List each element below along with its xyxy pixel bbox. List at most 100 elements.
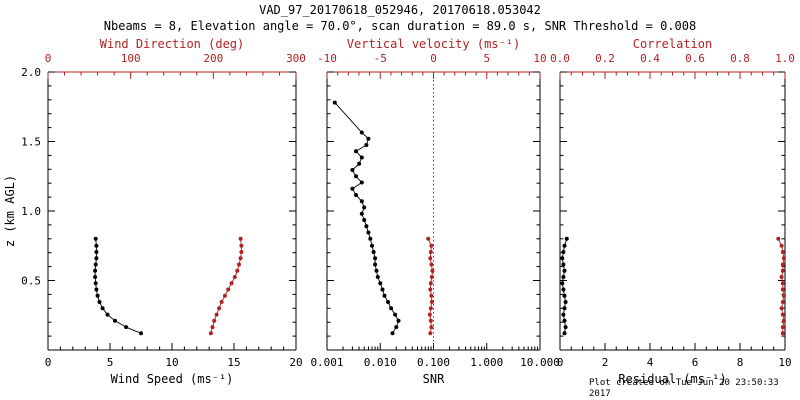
wind-direction-marker: [219, 300, 224, 304]
top-tick-label: 0.4: [640, 52, 660, 65]
top-tick-label: 1.0: [775, 52, 795, 65]
top-tick-label: 0.0: [550, 52, 570, 65]
panel-snr: 0.001 0.010 0.100 1.000 10.000 SNR -10 -5 0 5 10 Ve…: [310, 37, 559, 386]
snr-marker: [362, 218, 367, 222]
correlation-marker: [780, 268, 785, 273]
snr-marker: [359, 199, 364, 204]
wind-direction-marker: [212, 318, 217, 323]
wind-direction-marker: [208, 331, 213, 336]
snr-marker: [390, 331, 395, 336]
correlation-marker: [776, 236, 781, 241]
snr-marker: [362, 205, 367, 210]
snr-marker: [380, 287, 385, 292]
wind-direction-marker: [235, 268, 240, 273]
wind-speed-marker: [113, 318, 117, 323]
wind-direction-marker: [239, 250, 244, 254]
wind-direction-line: [210, 238, 242, 334]
wind-speed-marker: [94, 250, 99, 254]
vertical-velocity-marker: [428, 250, 433, 254]
creation-timestamp: Plot created on Tue Jun 20 23:50:33 2017: [589, 378, 779, 399]
wind-speed-marker: [139, 331, 143, 336]
wind-speed-marker: [97, 300, 102, 304]
snr-marker: [389, 306, 394, 311]
snr-line: [334, 102, 399, 334]
series-residual: [560, 236, 569, 336]
panel-residual: 0 2 4 6 8 10 Residual (ms⁻¹) 0.0 0.2 0.4 0.6 0.8 1.0…: [550, 37, 795, 386]
top-tick-label: 0: [45, 52, 52, 65]
snr-marker: [366, 136, 371, 141]
vertical-velocity-marker: [428, 318, 433, 323]
correlation-line: [777, 238, 785, 334]
correlation-marker: [780, 331, 785, 336]
residual-marker: [563, 325, 568, 330]
vertical-velocity-marker: [429, 262, 434, 267]
x-tick-label: 0: [45, 356, 52, 369]
x-tick-label: 1.000: [470, 356, 503, 369]
wind-speed-line: [94, 238, 142, 334]
residual-marker: [562, 243, 567, 248]
plot-subtitle: Nbeams = 8, Elevation angle = 70.0°, sca…: [103, 19, 697, 33]
x-axis-label: Wind Speed (ms⁻¹): [111, 372, 234, 386]
wind-speed-marker: [93, 262, 98, 267]
x-tick-label: 10.000: [520, 356, 560, 369]
snr-marker: [350, 186, 355, 191]
correlation-marker: [780, 281, 785, 286]
correlation-marker: [779, 243, 784, 248]
residual-marker: [561, 275, 566, 279]
snr-marker: [354, 193, 358, 197]
snr-marker: [393, 312, 398, 317]
x-tick-label: 10: [778, 356, 791, 369]
wind-speed-marker: [94, 256, 99, 261]
top-axis-label: Wind Direction (deg): [100, 37, 245, 51]
correlation-marker: [780, 300, 785, 304]
x-axis-label: Residual (ms⁻¹): [618, 372, 726, 386]
series-wind-speed: [93, 236, 143, 336]
residual-marker: [562, 268, 567, 273]
series-correlation: [776, 236, 786, 336]
snr-marker: [374, 268, 379, 273]
snr-marker: [364, 143, 369, 147]
x-tick-label: 0: [557, 356, 564, 369]
snr-marker: [359, 155, 364, 160]
vertical-velocity-marker: [427, 312, 432, 317]
wind-direction-marker: [239, 243, 244, 248]
snr-marker: [354, 149, 358, 154]
snr-marker: [354, 174, 358, 179]
correlation-marker: [780, 250, 785, 254]
snr-marker: [357, 161, 362, 166]
vertical-velocity-marker: [429, 325, 434, 330]
snr-marker: [373, 256, 378, 261]
wind-speed-marker: [94, 287, 99, 292]
vertical-velocity-line: [427, 238, 433, 334]
series-snr: [332, 100, 401, 336]
wind-direction-marker: [238, 256, 243, 261]
wind-speed-marker: [93, 281, 98, 286]
snr-marker: [394, 325, 399, 330]
wind-direction-marker: [222, 293, 227, 298]
wind-direction-marker: [210, 325, 215, 330]
series-wind-direction: [208, 236, 244, 336]
top-tick-label: 5: [483, 52, 490, 65]
y-tick-label: 1.5: [21, 136, 41, 149]
x-tick-label: 8: [737, 356, 744, 369]
correlation-marker: [780, 312, 785, 317]
wind-speed-marker: [93, 268, 98, 273]
vertical-velocity-marker: [430, 268, 435, 273]
wind-direction-marker: [238, 236, 243, 241]
residual-marker: [562, 293, 567, 298]
plot-title: VAD_97_20170618_052946, 20170618.053042: [259, 3, 541, 17]
top-tick-label: 0.6: [685, 52, 705, 65]
top-tick-label: 0: [430, 52, 437, 65]
top-tick-label: 100: [121, 52, 141, 65]
snr-marker: [375, 275, 380, 279]
vertical-velocity-marker: [429, 275, 434, 279]
y-axis-label: z (km AGL): [3, 175, 17, 247]
snr-marker: [373, 262, 378, 267]
vertical-velocity-marker: [428, 256, 433, 261]
residual-marker: [561, 262, 566, 267]
correlation-marker: [780, 325, 785, 330]
wind-speed-marker: [93, 236, 98, 241]
x-tick-label: 4: [647, 356, 654, 369]
snr-marker: [350, 168, 355, 172]
top-tick-label: -5: [374, 52, 387, 65]
